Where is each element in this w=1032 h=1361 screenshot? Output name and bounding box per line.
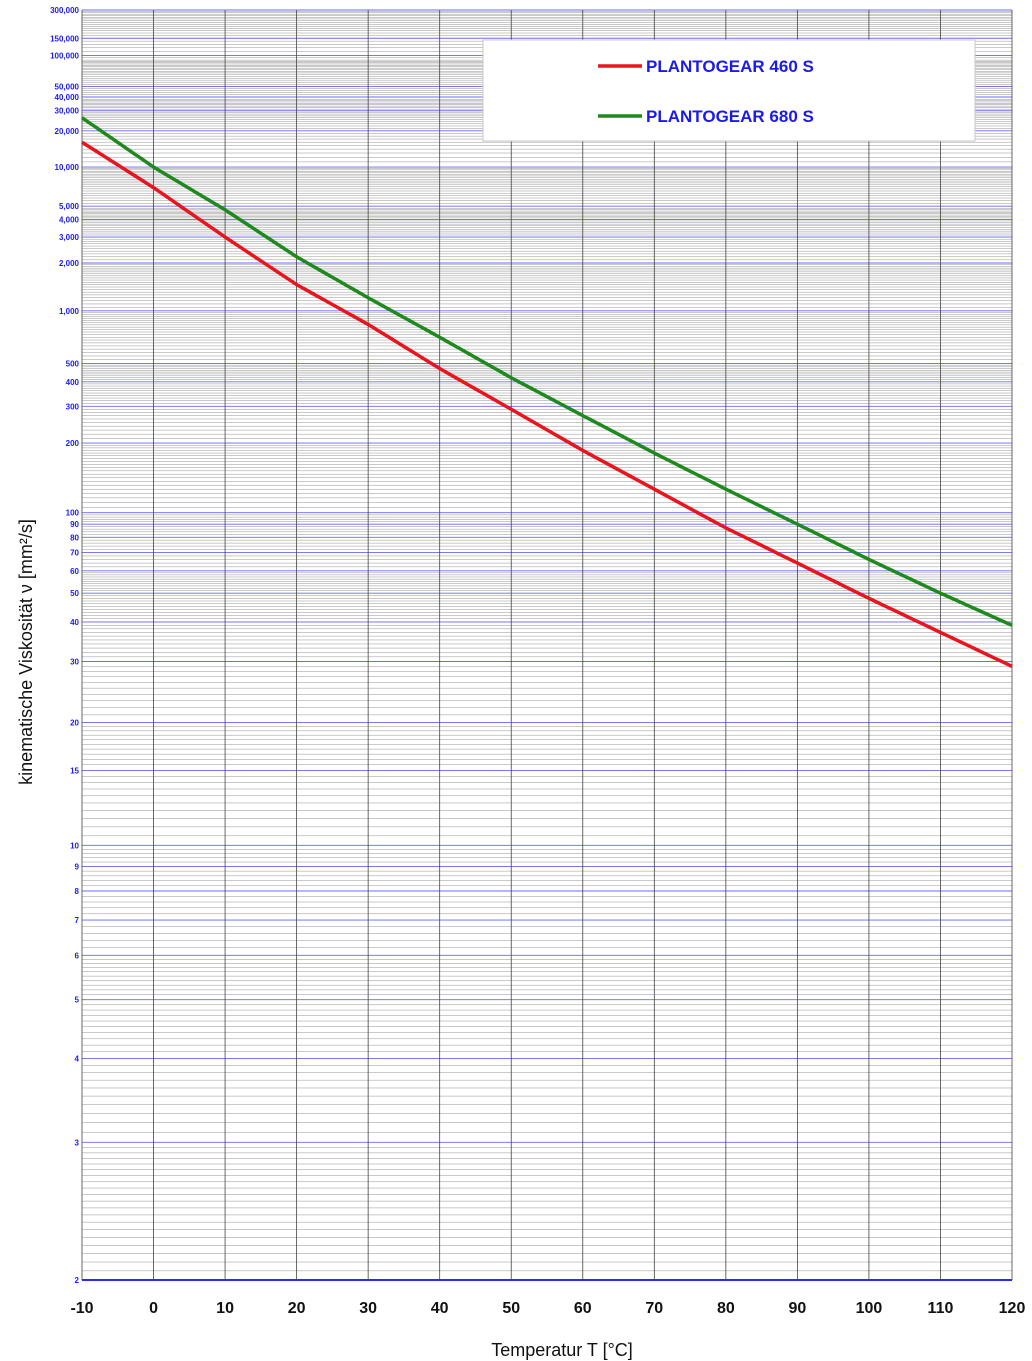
y-tick-label: 1,000 bbox=[59, 307, 80, 316]
legend-label-plantogear-460-s: PLANTOGEAR 460 S bbox=[646, 57, 814, 76]
x-tick-label: 40 bbox=[431, 1300, 449, 1317]
y-tick-label: 15 bbox=[70, 766, 79, 775]
y-tick-label: 40,000 bbox=[55, 93, 80, 102]
y-tick-label: 90 bbox=[70, 520, 79, 529]
series-line-plantogear-460-s bbox=[81, 140, 1013, 668]
y-tick-label: 30 bbox=[70, 658, 79, 667]
y-tick-label: 300,000 bbox=[50, 6, 79, 15]
y-tick-label: 5 bbox=[75, 996, 80, 1005]
y-tick-label: 5,000 bbox=[59, 202, 80, 211]
y-tick-label: 200 bbox=[66, 439, 80, 448]
legend: PLANTOGEAR 460 S PLANTOGEAR 680 S bbox=[482, 39, 976, 142]
series-lines bbox=[81, 116, 1013, 668]
y-tick-label: 4,000 bbox=[59, 215, 80, 224]
y-tick-label: 10,000 bbox=[55, 163, 80, 172]
y-tick-label: 20 bbox=[70, 719, 79, 728]
y-tick-label: 500 bbox=[66, 360, 80, 369]
x-tick-label: 0 bbox=[149, 1300, 158, 1317]
y-tick-label: 60 bbox=[70, 567, 79, 576]
x-tick-label: 110 bbox=[928, 1300, 954, 1317]
series-line-plantogear-680-s bbox=[81, 116, 1013, 627]
x-tick-label: 50 bbox=[502, 1300, 520, 1317]
y-tick-label: 2 bbox=[75, 1276, 80, 1285]
y-tick-label: 100 bbox=[66, 509, 80, 518]
y-tick-label: 400 bbox=[66, 378, 80, 387]
y-tick-label: 30,000 bbox=[55, 107, 80, 116]
y-tick-label: 100,000 bbox=[50, 52, 79, 61]
y-tick-label: 80 bbox=[70, 533, 79, 542]
y-axis-title: kinematische Viskosität ν [mm²/s] bbox=[16, 519, 36, 785]
x-tick-label: 10 bbox=[216, 1300, 234, 1317]
y-tick-label: 20,000 bbox=[55, 127, 80, 136]
y-tick-label: 4 bbox=[75, 1054, 80, 1063]
y-tick-label: 3,000 bbox=[59, 233, 80, 242]
x-tick-label: 60 bbox=[574, 1300, 592, 1317]
y-tick-label: 50 bbox=[70, 589, 79, 598]
x-tick-labels: -10 0 10 20 30 40 50 60 70 80 90 100 110 120 bbox=[70, 1300, 1025, 1317]
x-tick-label: 90 bbox=[788, 1300, 806, 1317]
x-tick-label: 100 bbox=[856, 1300, 883, 1317]
x-tick-label: 70 bbox=[645, 1300, 663, 1317]
y-tick-label: 6 bbox=[75, 951, 80, 960]
y-tick-label: 10 bbox=[70, 841, 79, 850]
x-tick-label: 120 bbox=[999, 1300, 1026, 1317]
y-tick-label: 9 bbox=[75, 862, 80, 871]
y-tick-label: 2,000 bbox=[59, 259, 80, 268]
legend-box bbox=[482, 39, 976, 142]
y-tick-label: 3 bbox=[75, 1138, 80, 1147]
x-tick-label: 30 bbox=[359, 1300, 377, 1317]
y-tick-label: 40 bbox=[70, 618, 79, 627]
y-tick-label: 7 bbox=[75, 916, 80, 925]
y-tick-label: 300 bbox=[66, 402, 80, 411]
x-tick-label: 20 bbox=[288, 1300, 306, 1317]
y-tick-label: 150,000 bbox=[50, 34, 79, 43]
x-tick-label: -10 bbox=[70, 1300, 93, 1317]
y-tick-label: 70 bbox=[70, 549, 79, 558]
y-tick-label: 50,000 bbox=[55, 83, 80, 92]
x-tick-label: 80 bbox=[717, 1300, 735, 1317]
minor-gridlines bbox=[82, 9, 1012, 1281]
x-axis-title: Temperatur T [°C] bbox=[491, 1340, 633, 1360]
y-tick-label: 8 bbox=[75, 887, 80, 896]
vertical-gridlines bbox=[81, 10, 1013, 1280]
legend-label-plantogear-680-s: PLANTOGEAR 680 S bbox=[646, 107, 814, 126]
